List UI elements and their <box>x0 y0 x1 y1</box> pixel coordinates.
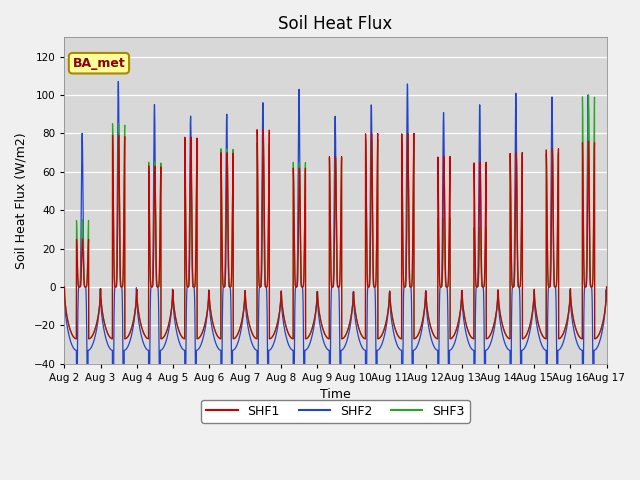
Text: BA_met: BA_met <box>72 57 125 70</box>
Title: Soil Heat Flux: Soil Heat Flux <box>278 15 392 33</box>
Legend: SHF1, SHF2, SHF3: SHF1, SHF2, SHF3 <box>202 400 470 423</box>
Y-axis label: Soil Heat Flux (W/m2): Soil Heat Flux (W/m2) <box>15 132 28 269</box>
X-axis label: Time: Time <box>320 388 351 401</box>
